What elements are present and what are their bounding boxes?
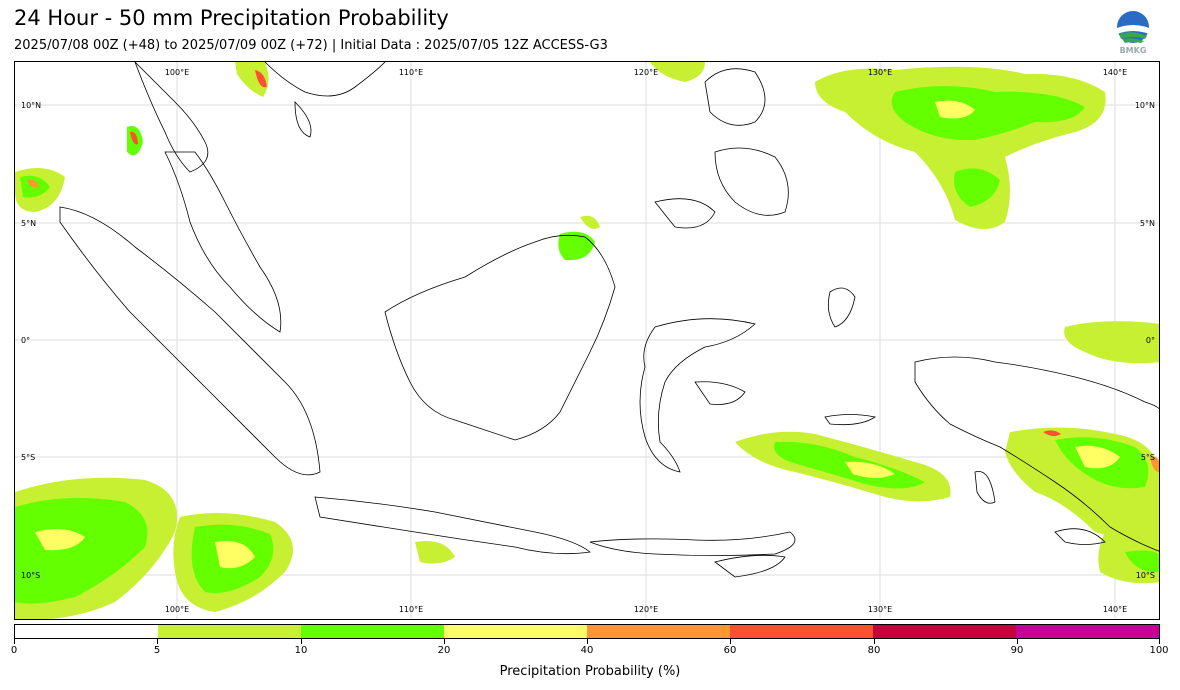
colorbar-tick-mark (874, 639, 875, 644)
colorbar-tick-mark (14, 639, 15, 644)
colorbar-segment (730, 625, 873, 638)
colorbar-tick-mark (730, 639, 731, 644)
lat-label: 10°N (21, 101, 41, 110)
colorbar-segment (587, 625, 730, 638)
lon-label: 110°E (399, 68, 423, 77)
colorbar-tick-mark (1159, 639, 1160, 644)
precipitation-map: 100°E 110°E 120°E 130°E 140°E 100°E 110°… (14, 61, 1160, 620)
colorbar-tick-label: 100 (1149, 645, 1169, 656)
lon-label: 130°E (868, 68, 892, 77)
lat-label: 5°S (1141, 453, 1155, 462)
colorbar-ticks: 0 5 10 20 40 60 80 90 100 (10, 639, 1169, 659)
colorbar-tick-mark (1017, 639, 1018, 644)
colorbar-tick-label: 60 (723, 645, 737, 656)
colorbar-tick-label: 5 (153, 645, 161, 656)
lat-label: 5°N (1140, 219, 1155, 228)
bmkg-logo: BMKG (1114, 10, 1152, 56)
colorbar-tick-label: 10 (294, 645, 308, 656)
coastlines (59, 62, 1159, 578)
colorbar (14, 624, 1160, 639)
lon-label: 120°E (634, 68, 658, 77)
lon-labels-top: 100°E 110°E 120°E 130°E 140°E (165, 68, 1127, 77)
colorbar-tick-label: 20 (437, 645, 451, 656)
colorbar-tick-mark (301, 639, 302, 644)
lat-label: 5°N (21, 219, 36, 228)
lon-label: 120°E (634, 605, 658, 614)
colorbar-segment (873, 625, 1016, 638)
map-subtitle: 2025/07/08 00Z (+48) to 2025/07/09 00Z (… (14, 38, 608, 53)
colorbar-segment (1016, 625, 1159, 638)
lat-label: 5°S (21, 453, 35, 462)
colorbar-tick-mark (587, 639, 588, 644)
colorbar-tick-label: 40 (580, 645, 594, 656)
lat-label: 0° (21, 336, 30, 345)
lon-label: 130°E (868, 605, 892, 614)
colorbar-tick-label: 90 (1010, 645, 1024, 656)
lat-label: 10°N (1135, 101, 1155, 110)
lon-label: 140°E (1103, 605, 1127, 614)
logo-text: BMKG (1120, 46, 1147, 55)
lon-label: 100°E (165, 68, 189, 77)
colorbar-segment (158, 625, 301, 638)
lon-label: 100°E (165, 605, 189, 614)
lon-label: 110°E (399, 605, 423, 614)
colorbar-segment (301, 625, 444, 638)
colorbar-tick-label: 0 (10, 645, 18, 656)
lon-label: 140°E (1103, 68, 1127, 77)
colorbar-tick-mark (157, 639, 158, 644)
colorbar-tick-label: 80 (867, 645, 881, 656)
precip-areas (15, 62, 1159, 619)
lat-label: 10°S (1136, 571, 1155, 580)
colorbar-segment (444, 625, 587, 638)
colorbar-label: Precipitation Probability (%) (499, 664, 681, 679)
colorbar-tick-mark (444, 639, 445, 644)
colorbar-segment (15, 625, 158, 638)
lon-labels-bottom: 100°E 110°E 120°E 130°E 140°E (165, 605, 1127, 614)
lat-labels-left: 10°N 5°N 0° 5°S 10°S (21, 101, 41, 580)
lat-labels-right: 10°N 5°N 0° 5°S 10°S (1135, 101, 1155, 580)
map-title: 24 Hour - 50 mm Precipitation Probabilit… (14, 6, 449, 30)
lat-label: 0° (1146, 336, 1155, 345)
lat-label: 10°S (21, 571, 40, 580)
